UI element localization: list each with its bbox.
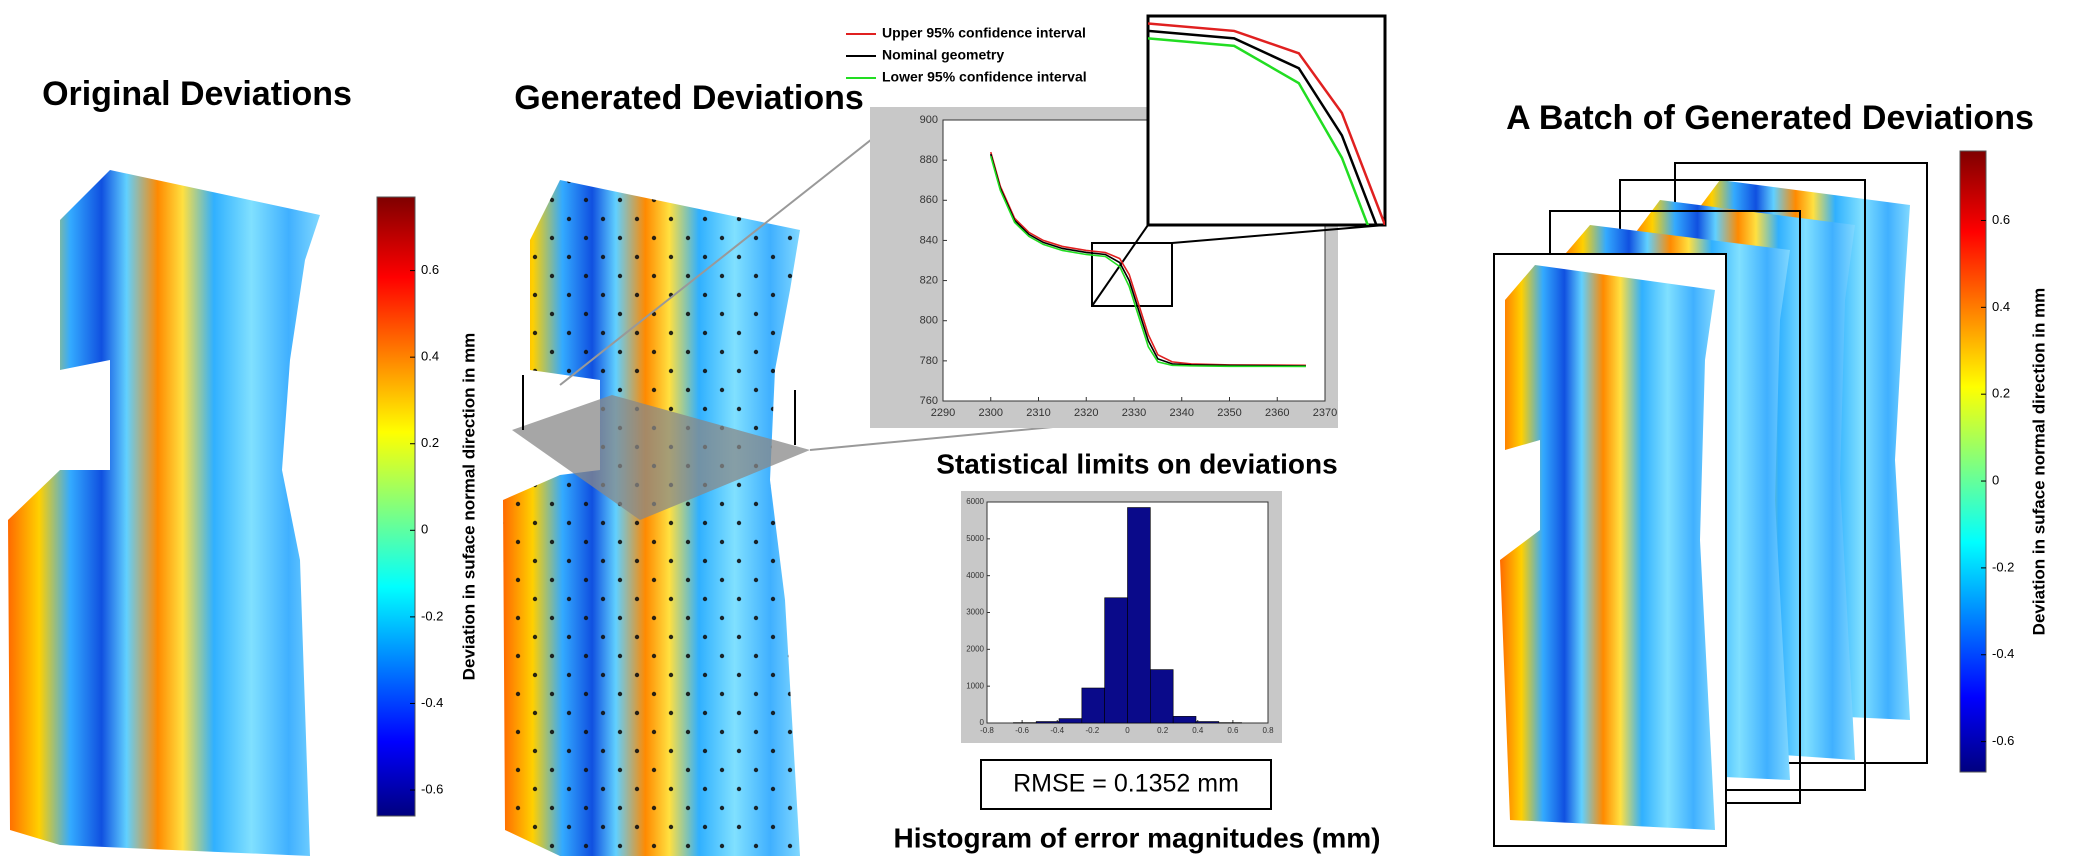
x-tick-label: 2340 [1170,407,1194,419]
histogram-bar [1195,721,1220,724]
x-tick-label: -0.4 [1050,726,1064,735]
colorbar [376,196,416,817]
x-tick-label: 0.8 [1262,726,1274,735]
x-tick-label: 2330 [1122,407,1146,419]
x-tick-label: 0.6 [1227,726,1239,735]
zoom-series-line [1148,29,1378,225]
y-tick-label: 6000 [966,497,984,506]
annotation-box [980,759,1272,810]
panel-title: Original Deviations [42,75,352,113]
connector [559,112,906,386]
caption: Histogram of error magnitudes (mm) [894,822,1381,853]
x-tick-label: -0.6 [1015,726,1029,735]
x-tick-label: 0.4 [1192,726,1204,735]
y-tick-label: 760 [920,395,938,407]
y-tick-label: 2000 [966,644,984,653]
batch-stack [1493,162,1928,847]
histogram-bar [1172,716,1197,724]
colorbar-tick-label: -0.4 [1992,646,2014,661]
y-tick-label: 800 [920,315,938,327]
histogram-bar [1150,669,1174,724]
series-line [989,155,1306,368]
series-line [989,153,1306,367]
colorbar-tick-label: 0 [1992,472,1999,487]
histogram-bar [1081,687,1105,724]
colorbar-tick-label: 0.6 [1992,212,2010,227]
colorbar-tick-label: 0.4 [421,349,439,364]
colorbar-tick-label: -0.2 [1992,559,2014,574]
y-tick-label: 1000 [966,681,984,690]
deviation-surface [8,170,320,856]
colorbar-tick-label: -0.6 [421,781,443,796]
legend-label: Lower 95% confidence interval [882,69,1087,85]
colorbar [1959,150,1987,773]
zoom-region [1091,242,1173,307]
y-tick-label: 0 [980,718,985,727]
colorbar-tick-label: 0.2 [1992,386,2010,401]
y-tick-label: 3000 [966,608,984,617]
x-tick-label: 2350 [1217,407,1241,419]
zoom-inset [1146,14,1387,227]
sample-points [503,180,800,856]
series-line [989,151,1306,367]
histogram-bar [1035,721,1060,724]
zoom-series-line [1148,37,1370,225]
colorbar-tick-label: -0.2 [421,608,443,623]
caption: Statistical limits on deviations [936,448,1337,479]
x-tick-label: -0.2 [1085,726,1099,735]
x-tick-label: -0.8 [980,726,994,735]
y-tick-label: 840 [920,234,938,246]
colorbar-tick-label: 0.6 [421,262,439,277]
y-tick-label: 4000 [966,571,984,580]
x-tick-label: 0 [1125,726,1130,735]
colorbar-tick-label: -0.4 [421,695,443,710]
panel-title: A Batch of Generated Deviations [1506,99,2034,137]
panel-title: Generated Deviations [514,79,864,117]
y-tick-label: 880 [920,154,938,166]
zoom-series-line [1148,22,1385,225]
colorbar-tick-label: -0.6 [1992,733,2014,748]
x-tick-label: 2310 [1026,407,1050,419]
zoom-connector [1091,224,1149,307]
histogram-bar [1104,597,1128,724]
y-tick-label: 780 [920,355,938,367]
colorbar-tick-label: 0.2 [421,435,439,450]
x-tick-label: 2300 [979,407,1003,419]
colorbar-label: Deviation in suface normal direction in … [2029,288,2048,636]
y-tick-label: 860 [920,194,938,206]
x-tick-label: 2320 [1074,407,1098,419]
x-tick-label: 2370 [1313,407,1337,419]
legend-label: Nominal geometry [882,47,1004,63]
colorbar-tick-label: 0 [421,522,428,537]
x-tick-label: 2360 [1265,407,1289,419]
section-plane [512,395,810,520]
y-tick-label: 900 [920,114,938,126]
x-tick-label: 2290 [931,407,955,419]
y-tick-label: 5000 [966,534,984,543]
histogram-bar [1127,507,1151,724]
annotation: RMSE = 0.1352 mm [1013,770,1239,798]
y-tick-label: 820 [920,274,938,286]
x-tick-label: 0.2 [1157,726,1169,735]
legend-label: Upper 95% confidence interval [882,25,1086,41]
histogram-bar [1058,718,1083,724]
colorbar-tick-label: 0.4 [1992,299,2010,314]
zoom-connector [1171,224,1386,244]
colorbar-label: Deviation in suface normal direction in … [459,333,478,681]
